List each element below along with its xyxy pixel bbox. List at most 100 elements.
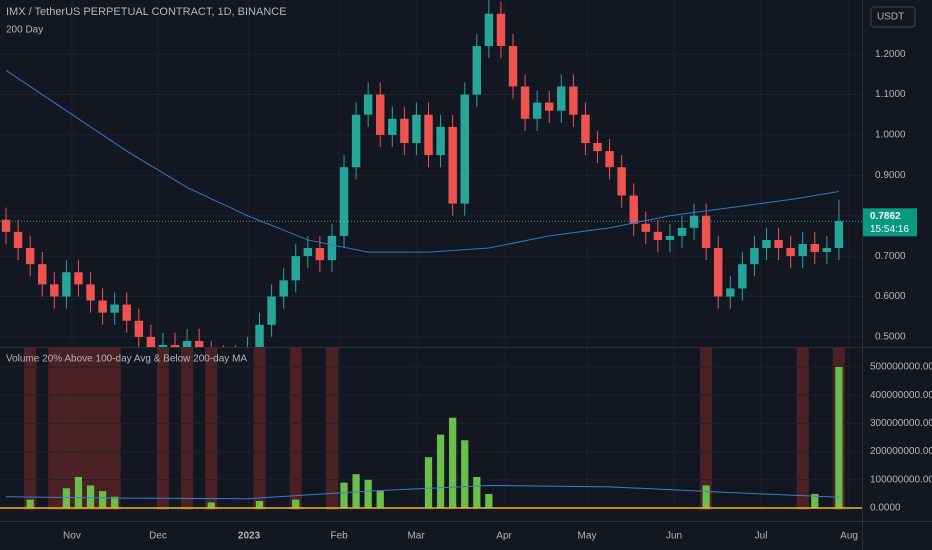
candle-body [557, 86, 566, 111]
volume-bar [702, 485, 710, 509]
x-tick-label: May [578, 531, 597, 542]
x-tick-label: Jul [755, 531, 768, 542]
candle-body [388, 118, 397, 135]
candle-body [762, 239, 771, 249]
signal-band [156, 348, 169, 510]
signal-band [700, 348, 713, 510]
last-price-box [863, 208, 917, 237]
candle-body [713, 248, 723, 297]
candle-body [738, 264, 747, 289]
y-tick-label: 0.5000 [875, 332, 906, 343]
candle-body [581, 114, 590, 144]
countdown: 15:54:16 [870, 224, 909, 235]
candle-body [593, 143, 602, 152]
candle-body [74, 272, 83, 285]
volume-bar [340, 482, 348, 509]
candle-body [689, 215, 699, 228]
signal-band [181, 348, 194, 510]
currency[interactable]: USDT [877, 12, 904, 23]
candle-body [291, 256, 300, 281]
volume-bar [485, 493, 493, 509]
y-tick-label: 1.1000 [875, 89, 906, 100]
y-tick-label: 200000000.0000 [870, 446, 932, 457]
ma-line [5, 69, 840, 253]
volume-bar [436, 434, 445, 509]
candle-body [376, 94, 385, 135]
x-tick-label: Mar [407, 531, 425, 542]
volume-bar [352, 474, 360, 509]
x-tick-label: 2023 [238, 531, 261, 542]
candle-body [303, 248, 313, 257]
indicator-title: Volume 20% Above 100-day Avg & Below 200… [6, 354, 247, 365]
candle-body [726, 288, 735, 297]
candle-body [170, 344, 180, 347]
candle-body [339, 167, 349, 236]
signal-band [205, 348, 218, 510]
y-tick-label: 1.0000 [875, 130, 906, 141]
candle-body [436, 126, 445, 156]
volume-pane [0, 348, 862, 510]
currency-button[interactable] [870, 6, 916, 28]
signal-band [253, 348, 266, 510]
y-tick-label: 0.6000 [875, 291, 906, 302]
signal-band [48, 348, 121, 510]
candle-body [38, 264, 47, 285]
volume-bar [461, 440, 469, 509]
candle-body [750, 248, 759, 265]
candle-body [569, 86, 578, 115]
candle-body [279, 280, 288, 297]
candle-body [327, 235, 337, 261]
candle-body [677, 227, 687, 236]
candle-body [267, 296, 276, 325]
candle-body [315, 248, 325, 261]
volume-bar [98, 491, 107, 509]
volume-bar [449, 417, 457, 509]
volume-bar [111, 496, 119, 509]
candle-body [194, 340, 204, 347]
volume-bar [86, 485, 95, 509]
candle-body [50, 284, 59, 297]
candle-body [810, 243, 820, 253]
chart-title: IMX / TetherUS PERPETUAL CONTRACT, 1D, B… [6, 6, 287, 18]
candle-body [86, 284, 95, 301]
candle-body [545, 102, 554, 111]
y-tick-label: 0.0000 [870, 503, 901, 514]
ma-legend: 200 Day [6, 25, 43, 36]
y-tick-label: 0.9000 [875, 170, 906, 181]
candle-body [182, 340, 192, 347]
signal-band [325, 348, 338, 510]
candle-body [798, 243, 807, 257]
price-pane [0, 0, 862, 347]
y-tick-label: 0.7000 [875, 251, 906, 262]
candle-body [508, 46, 518, 87]
candle-body [98, 300, 107, 313]
signal-band [24, 348, 37, 510]
last-price-label: 0.7862 [870, 211, 901, 222]
candle-body [641, 223, 651, 232]
volume-average [6, 484, 839, 500]
x-tick-label: Feb [330, 531, 348, 542]
y-tick-label: 300000000.0000 [870, 418, 932, 429]
volume-bar [207, 502, 215, 509]
volume-bar [473, 476, 481, 509]
x-tick-label: Nov [63, 531, 81, 542]
candle-body [786, 248, 795, 257]
candle-body [412, 114, 421, 144]
x-tick-label: Aug [840, 531, 858, 542]
y-tick-label: 1.2000 [875, 49, 906, 60]
volume-bar [292, 499, 300, 509]
candle-body [665, 235, 675, 240]
x-tick-label: Jun [666, 531, 682, 542]
candle-body [472, 46, 482, 95]
signal-band [796, 348, 809, 510]
axes: Nov Dec 2023 Feb Mar Apr May Jun Jul Aug 0.5000 0.6… [63, 49, 932, 542]
candle-body [774, 239, 783, 249]
volume-bar [364, 479, 372, 509]
candle-body [653, 231, 663, 240]
volume-bar [74, 476, 83, 509]
candle-body [363, 94, 373, 115]
candle-body [520, 86, 530, 119]
volume-bar [26, 499, 34, 509]
candle-body [158, 344, 168, 347]
candle-body [62, 272, 71, 297]
